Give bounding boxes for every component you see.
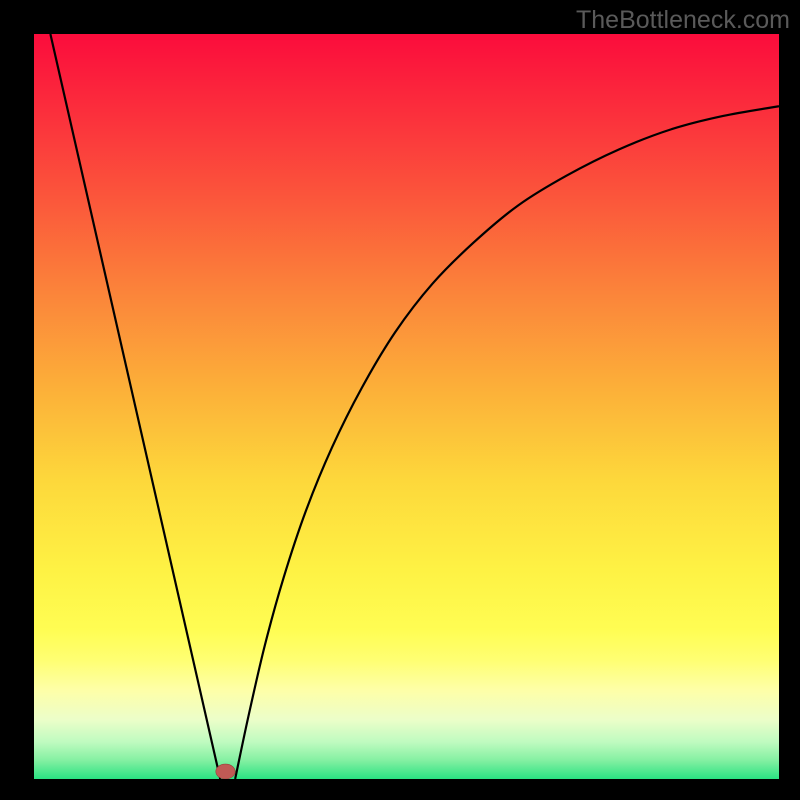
gradient-background [34,34,779,779]
watermark-text: TheBottleneck.com [576,6,790,35]
plot-area [34,34,779,779]
chart-container: TheBottleneck.com [0,0,800,800]
